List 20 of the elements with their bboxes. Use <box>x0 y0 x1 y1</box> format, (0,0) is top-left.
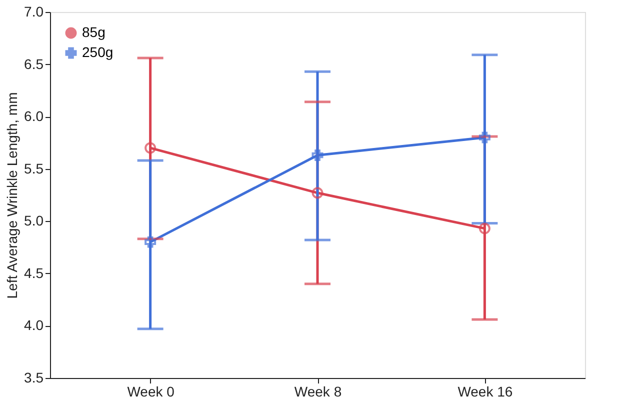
y-tick-label: 4.0 <box>24 317 44 334</box>
x-tick-label: Week 8 <box>294 384 342 400</box>
point <box>144 236 156 248</box>
point <box>478 222 490 234</box>
point <box>312 150 324 162</box>
x-tick-label: Week 0 <box>127 384 175 400</box>
y-tick-label: 6.5 <box>24 56 44 72</box>
y-tick-label: 4.5 <box>24 264 44 281</box>
point <box>312 187 324 199</box>
y-tick-label: 5.5 <box>24 160 44 176</box>
y-tick-label: 7.0 <box>24 4 44 20</box>
legend-label: 250g <box>82 44 114 60</box>
y-tick-label: 6.0 <box>24 108 44 124</box>
y-tick-label: 3.5 <box>24 370 44 386</box>
point <box>144 142 156 154</box>
y-tick-label: 5.0 <box>24 212 44 229</box>
x-tick-label: Week 16 <box>458 384 513 400</box>
y-axis-title: Left Average Wrinkle Length, mm <box>4 92 20 299</box>
point <box>478 132 490 144</box>
legend-label: 85g <box>82 24 106 40</box>
